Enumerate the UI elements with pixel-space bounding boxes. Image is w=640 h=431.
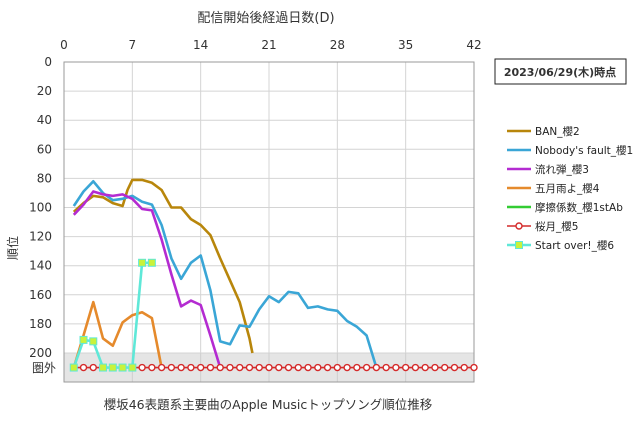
- legend-label: 摩擦係数_櫻1stAb: [535, 201, 623, 214]
- y-tick-label: 0: [44, 55, 52, 69]
- legend-item: BAN_櫻2: [507, 125, 580, 138]
- data-point: [353, 363, 361, 372]
- data-point: [196, 363, 205, 372]
- y-tick-label: 180: [29, 317, 52, 331]
- data-point: [216, 363, 224, 372]
- data-point: [226, 363, 234, 372]
- data-point: [382, 363, 390, 372]
- data-point: [69, 363, 78, 372]
- legend-label: BAN_櫻2: [535, 125, 580, 138]
- series-line: [72, 190, 222, 368]
- data-point: [431, 363, 439, 372]
- out-of-chart-label: 圏外: [32, 361, 56, 375]
- data-point: [138, 363, 146, 372]
- data-point: [108, 363, 117, 372]
- data-point: [411, 363, 420, 372]
- chart-title: 櫻坂46表題系主要曲のApple Musicトップソング順位推移: [104, 397, 433, 412]
- data-point: [236, 363, 244, 372]
- legend-item: 流れ弾_櫻3: [507, 163, 589, 176]
- data-point: [89, 363, 97, 372]
- legend-marker: [515, 241, 523, 249]
- x-tick-label: 35: [398, 38, 413, 52]
- data-point: [79, 363, 88, 372]
- data-point: [314, 363, 322, 372]
- data-point: [343, 363, 351, 372]
- data-point: [99, 363, 108, 372]
- data-point: [450, 363, 459, 372]
- data-point: [362, 363, 371, 372]
- y-tick-label: 140: [29, 259, 52, 273]
- y-tick-label: 20: [37, 84, 52, 98]
- data-point: [323, 363, 332, 372]
- data-point: [392, 363, 400, 372]
- x-tick-label: 21: [261, 38, 276, 52]
- legend-item: 摩擦係数_櫻1stAb: [507, 201, 623, 214]
- data-point: [460, 363, 468, 372]
- x-tick-label: 28: [330, 38, 345, 52]
- data-point: [128, 363, 137, 372]
- series-line: [72, 261, 152, 369]
- legend-label: 桜月_櫻5: [535, 220, 578, 233]
- x-tick-label: 42: [466, 38, 481, 52]
- data-point: [148, 363, 156, 372]
- data-point: [118, 363, 127, 372]
- x-axis-label: 配信開始後経過日数(D): [197, 11, 334, 26]
- legend-item: 五月雨よ_櫻4: [507, 182, 600, 195]
- date-label: 2023/06/29(木)時点: [504, 65, 616, 79]
- data-point: [401, 363, 410, 372]
- series-line: [72, 300, 163, 368]
- legend-item: Nobody's fault_櫻1: [507, 144, 633, 157]
- data-point: [372, 363, 381, 372]
- y-tick-label: 60: [37, 142, 52, 156]
- data-point: [441, 363, 449, 372]
- date-box: [494, 58, 627, 85]
- data-point: [89, 337, 98, 346]
- data-point: [147, 258, 156, 267]
- data-point: [157, 363, 166, 372]
- series-line: [72, 180, 378, 368]
- y-tick-label: 100: [29, 201, 52, 215]
- legend-marker: [515, 222, 523, 230]
- data-point: [284, 363, 293, 372]
- data-point: [265, 363, 273, 372]
- y-tick-label: 200: [29, 346, 52, 360]
- legend-item: Start over!_櫻6: [507, 239, 614, 252]
- x-tick-label: 0: [60, 38, 68, 52]
- x-tick-label: 7: [129, 38, 137, 52]
- data-point: [206, 363, 215, 372]
- plot-frame: [63, 61, 475, 383]
- data-point: [275, 363, 283, 372]
- legend-label: 五月雨よ_櫻4: [535, 182, 600, 195]
- data-point: [187, 363, 195, 372]
- data-point: [138, 258, 147, 267]
- data-point: [177, 363, 185, 372]
- legend-label: Nobody's fault_櫻1: [535, 144, 633, 157]
- y-tick-label: 160: [29, 288, 52, 302]
- data-point: [421, 363, 429, 372]
- y-tick-label: 120: [29, 230, 52, 244]
- data-point: [167, 363, 176, 372]
- data-point: [333, 363, 342, 372]
- y-tick-label: 80: [37, 171, 52, 185]
- y-axis-label: 順位: [5, 236, 20, 260]
- x-tick-label: 14: [193, 38, 208, 52]
- legend-label: Start over!_櫻6: [535, 239, 614, 252]
- data-point: [79, 335, 88, 344]
- data-point: [470, 363, 478, 372]
- data-point: [255, 363, 263, 372]
- legend-item: 桜月_櫻5: [507, 220, 578, 233]
- legend-label: 流れ弾_櫻3: [535, 163, 589, 176]
- series-line: [72, 178, 254, 354]
- y-tick-label: 40: [37, 113, 52, 127]
- data-point: [294, 363, 302, 372]
- data-point: [245, 363, 254, 372]
- data-point: [304, 363, 312, 372]
